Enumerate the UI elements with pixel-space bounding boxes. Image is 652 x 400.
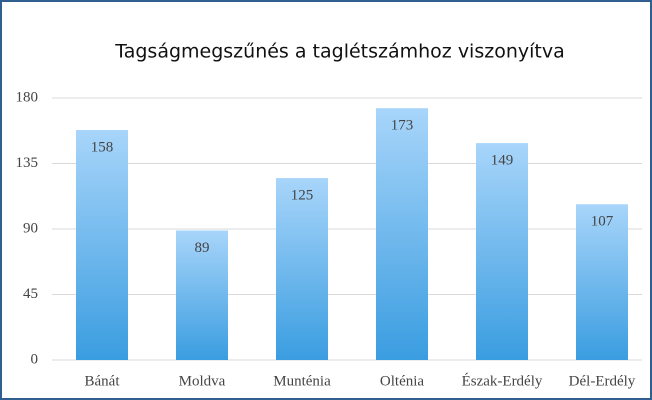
y-tick-label: 0 (31, 351, 39, 367)
data-label: 158 (91, 139, 114, 155)
x-tick-label: Moldva (179, 373, 226, 389)
y-tick-label: 90 (23, 220, 38, 236)
y-tick-label: 45 (23, 286, 38, 302)
bar (576, 204, 628, 360)
data-label: 125 (291, 187, 314, 203)
bar (376, 108, 428, 360)
bar (176, 230, 228, 360)
bar (276, 178, 328, 360)
bar (476, 143, 528, 360)
x-tick-label: Bánát (85, 373, 121, 389)
data-label: 149 (491, 153, 514, 169)
x-tick-label: Észak-Erdély (462, 372, 543, 389)
y-tick-label: 135 (16, 155, 39, 171)
x-tick-label: Munténia (273, 373, 331, 389)
data-label: 89 (195, 240, 210, 256)
bar (76, 130, 128, 360)
data-label: 107 (591, 214, 614, 230)
y-tick-label: 180 (16, 89, 39, 105)
data-label: 173 (391, 118, 414, 134)
chart-title: Tagságmegszűnés a taglétszámhoz viszonyí… (114, 41, 565, 63)
x-tick-label: Olténia (380, 373, 424, 389)
x-tick-label: Dél-Erdély (569, 373, 636, 389)
